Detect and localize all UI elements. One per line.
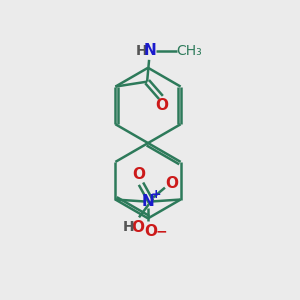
Text: CH₃: CH₃	[176, 44, 202, 58]
Text: N: N	[142, 194, 154, 209]
Text: +: +	[151, 188, 161, 201]
Text: H: H	[122, 220, 134, 234]
Text: O: O	[165, 176, 178, 191]
Text: O: O	[155, 98, 169, 113]
Text: −: −	[155, 224, 167, 238]
Text: O: O	[133, 167, 146, 182]
Text: O: O	[145, 224, 158, 239]
Text: H: H	[135, 44, 147, 58]
Text: O: O	[131, 220, 145, 235]
Text: N: N	[144, 44, 157, 59]
